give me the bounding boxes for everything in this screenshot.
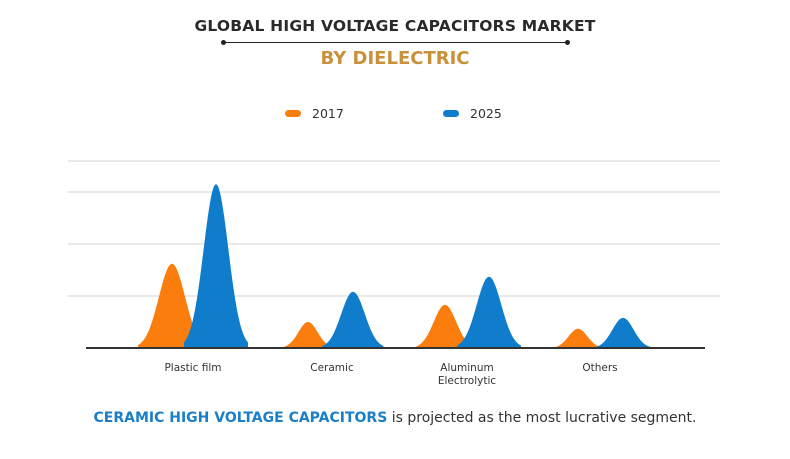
chart-title: GLOBAL HIGH VOLTAGE CAPACITORS MARKET bbox=[194, 17, 596, 35]
legend-swatch-2017 bbox=[285, 110, 301, 117]
legend-item-2017: 2017 bbox=[285, 106, 344, 121]
chart-subtitle: BY DIELECTRIC bbox=[320, 48, 470, 69]
peak-2025-1 bbox=[322, 291, 384, 348]
footer-note: CERAMIC HIGH VOLTAGE CAPACITORS is proje… bbox=[0, 410, 790, 426]
footer-highlight: CERAMIC HIGH VOLTAGE CAPACITORS bbox=[93, 410, 388, 426]
x-tick-label: Plastic film bbox=[164, 362, 222, 374]
footer-text: is projected as the most lucrative segme… bbox=[387, 410, 697, 426]
peak-2017-2 bbox=[415, 304, 475, 348]
legend-label-2025: 2025 bbox=[470, 106, 502, 121]
legend-swatch-2025 bbox=[443, 110, 459, 117]
peak-2017-0 bbox=[138, 263, 206, 348]
title-divider bbox=[221, 40, 570, 45]
peak-2017-3 bbox=[553, 328, 603, 348]
x-tick-label: Aluminum Electrolytic bbox=[437, 362, 497, 387]
legend-item-2025: 2025 bbox=[443, 106, 502, 121]
x-tick-label: Others bbox=[582, 362, 618, 374]
peak-2025-2 bbox=[457, 276, 521, 348]
peak-2017-1 bbox=[282, 322, 334, 348]
legend-label-2017: 2017 bbox=[312, 106, 344, 121]
peak-2025-0 bbox=[184, 184, 248, 348]
peak-2025-3 bbox=[595, 317, 651, 348]
x-tick-label: Ceramic bbox=[310, 362, 354, 374]
